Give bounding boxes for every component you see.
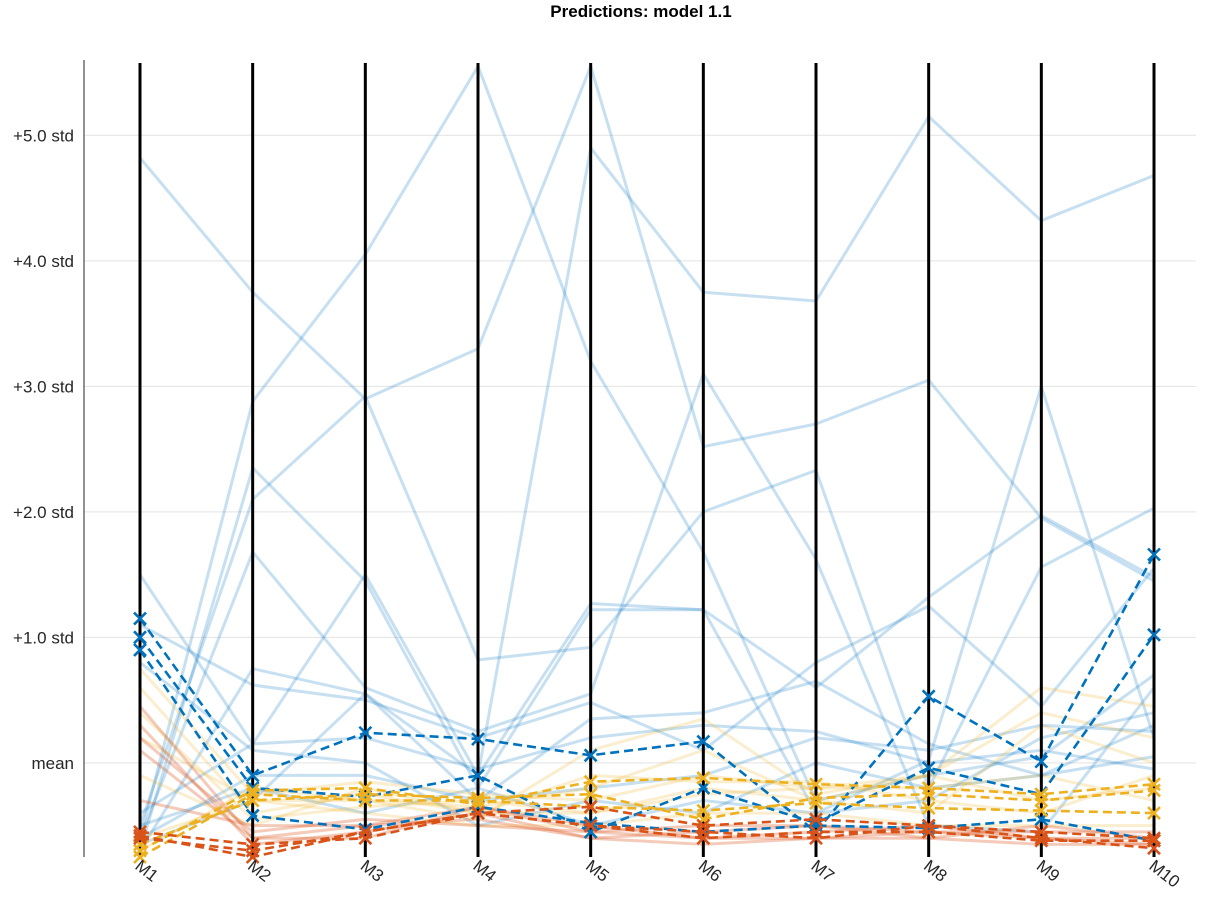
y-tick-label: +3.0 std [13, 377, 74, 396]
series-line-blue [138, 466, 1155, 852]
data-point-marker [1147, 783, 1161, 798]
data-point-marker [245, 787, 260, 802]
data-point-marker [471, 806, 485, 820]
series-line-blue [139, 567, 1156, 752]
y-tick-label: +5.0 std [13, 126, 74, 145]
x-tick-label: M5 [582, 856, 612, 886]
series-line-blue [139, 723, 1155, 815]
series-line-yellow [139, 717, 1155, 853]
y-tick-label: mean [31, 754, 74, 773]
background-series [138, 64, 1156, 853]
data-point-marker [1147, 627, 1161, 642]
highlight-line [139, 792, 1155, 859]
series-line-yellow [138, 711, 1155, 821]
data-point-marker [133, 850, 147, 864]
highlight-series-orange [133, 806, 1161, 858]
data-point-marker [583, 748, 598, 763]
data-point-marker [583, 799, 598, 814]
data-point-marker [358, 824, 373, 839]
data-point-marker [696, 803, 711, 818]
series-line-yellow [138, 686, 1155, 815]
data-point-marker [358, 793, 373, 808]
x-tick-label: M9 [1033, 856, 1063, 886]
y-tick-label: +2.0 std [13, 503, 74, 522]
data-point-marker [583, 816, 598, 831]
data-point-marker [921, 787, 936, 802]
highlight-line [139, 805, 1155, 859]
data-point-marker [1034, 803, 1049, 818]
data-point-marker [1034, 793, 1049, 808]
x-tick-label: M8 [920, 856, 950, 886]
x-tick-label: M4 [470, 856, 500, 886]
data-point-marker [921, 760, 936, 775]
data-point-marker [133, 831, 147, 846]
series-line-orange [138, 724, 1154, 846]
x-tick-label: M10 [1146, 856, 1184, 891]
series-line-blue [139, 384, 1156, 846]
data-point-marker [809, 831, 823, 846]
series-line-blue [139, 661, 1155, 828]
data-point-marker [1034, 824, 1049, 839]
series-line-blue [138, 667, 1155, 852]
data-point-marker [696, 824, 711, 839]
series-line-blue [138, 64, 1155, 583]
data-point-marker [583, 787, 598, 802]
data-point-marker [133, 630, 147, 645]
highlight-line [138, 649, 1155, 842]
y-tick-label: +1.0 std [13, 628, 74, 647]
x-tick-label: M6 [695, 856, 725, 886]
data-point-marker [921, 801, 936, 815]
series-line-yellow [139, 736, 1154, 828]
data-point-marker [245, 808, 260, 823]
data-point-marker [809, 796, 823, 810]
series-line-yellow [139, 711, 1155, 840]
grid-lines [84, 134, 1196, 764]
data-point-marker [133, 642, 147, 657]
highlight-line [139, 811, 1155, 853]
data-point-marker [1147, 806, 1161, 820]
data-point-marker [809, 777, 823, 792]
data-point-marker [696, 734, 711, 749]
data-point-marker [583, 774, 598, 789]
data-point-marker [471, 732, 485, 746]
x-tick-labels: M1 M2 M3 M4 M5 M6 M7 M8 M9 M10 [132, 856, 1184, 891]
data-point-marker [583, 818, 598, 833]
highlight-line [139, 789, 1155, 846]
y-tick-labels: mean +1.0 std +2.0 std +3.0 std +4.0 std +5.0… [13, 126, 74, 773]
data-point-marker [471, 768, 485, 783]
data-point-marker [696, 781, 711, 795]
series-line-blue [138, 115, 1155, 777]
highlight-line [138, 553, 1156, 834]
x-tick-label: M3 [357, 856, 387, 886]
series-line-blue [139, 723, 1155, 840]
data-point-marker [1034, 754, 1049, 769]
series-line-blue [138, 394, 1155, 827]
series-line-orange [138, 705, 1155, 846]
highlight-line [139, 776, 1155, 852]
series-line-blue [138, 372, 1156, 839]
data-point-marker [921, 818, 936, 833]
data-point-marker [1147, 547, 1161, 562]
data-point-marker [358, 725, 373, 740]
data-point-marker [809, 812, 823, 827]
chart-title: Predictions: model 1.1 [550, 2, 731, 21]
y-tick-label: +4.0 std [13, 252, 74, 271]
series-line-orange [139, 799, 1154, 840]
series-line-blue [139, 711, 1155, 828]
data-point-marker [133, 611, 147, 626]
x-tick-label: M7 [808, 856, 838, 886]
data-point-marker [245, 843, 260, 858]
data-point-marker [471, 793, 485, 808]
data-point-marker [245, 768, 260, 783]
series-line-blue [138, 64, 1155, 839]
data-point-marker [696, 771, 711, 785]
data-point-marker [921, 689, 936, 704]
category-axes [138, 63, 1156, 857]
highlight-series [133, 547, 1161, 864]
data-point-marker [1147, 831, 1161, 846]
